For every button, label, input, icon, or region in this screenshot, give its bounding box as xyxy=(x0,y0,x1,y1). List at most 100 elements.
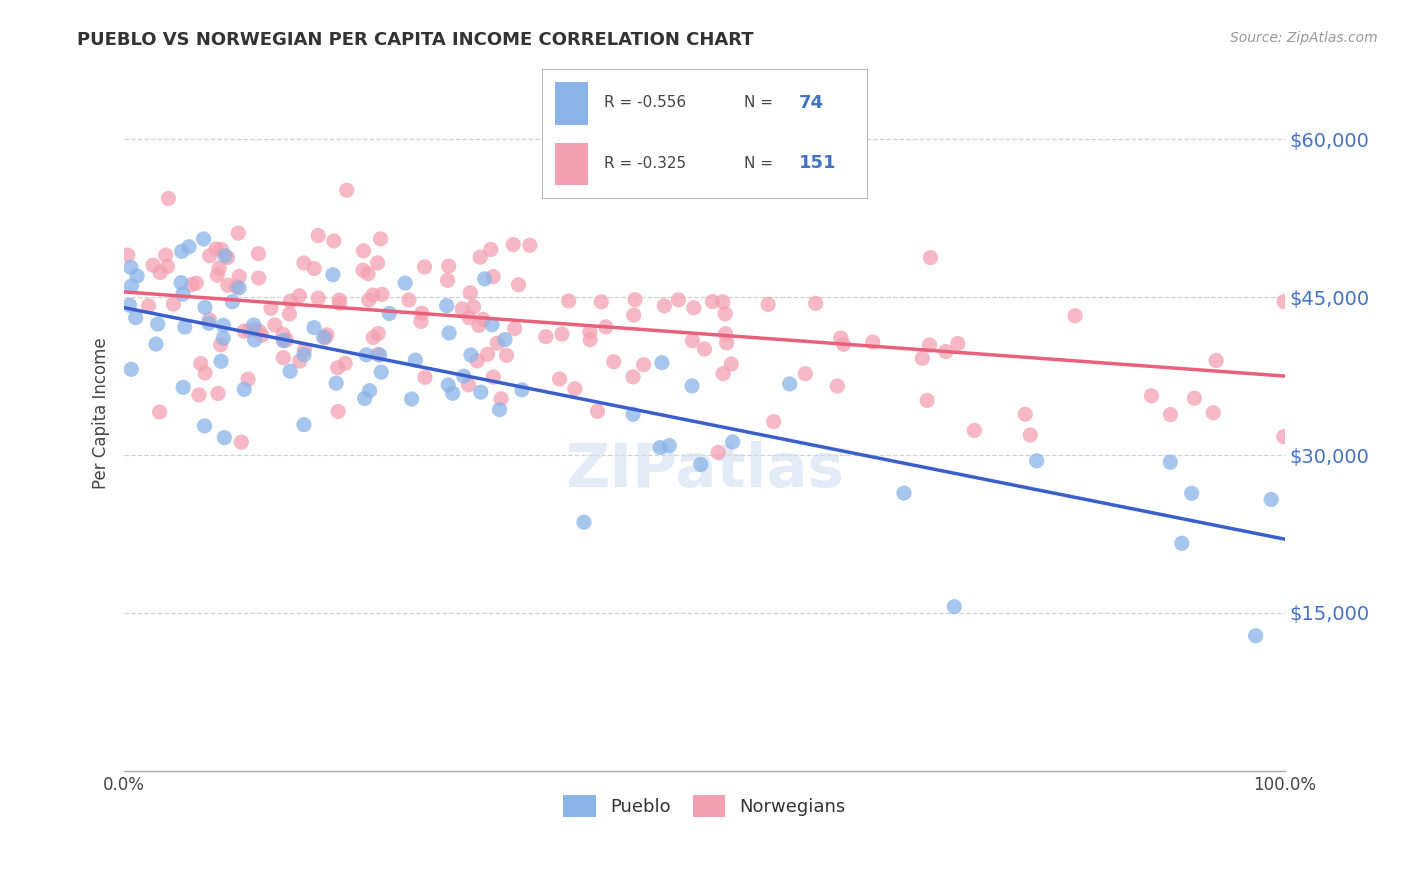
Point xyxy=(482,370,505,384)
Point xyxy=(292,348,315,362)
Point xyxy=(651,356,673,370)
Point xyxy=(436,273,458,287)
Point xyxy=(437,259,460,273)
Point xyxy=(125,310,148,325)
Point xyxy=(548,372,571,386)
Point xyxy=(621,408,644,422)
Point xyxy=(177,240,200,254)
Point xyxy=(633,358,655,372)
Point xyxy=(173,320,195,334)
Point xyxy=(830,331,852,345)
Point xyxy=(510,383,533,397)
Point xyxy=(720,357,742,371)
Point xyxy=(689,458,711,472)
Point xyxy=(238,324,260,338)
Point xyxy=(231,435,253,450)
Point xyxy=(233,324,256,338)
Point xyxy=(779,376,801,391)
Point xyxy=(359,384,381,398)
Point xyxy=(326,360,349,375)
Point xyxy=(117,248,139,262)
Point xyxy=(1014,407,1036,421)
Point xyxy=(591,294,613,309)
Point xyxy=(681,334,703,348)
Point xyxy=(1244,629,1267,643)
Point xyxy=(120,279,142,293)
Point xyxy=(209,338,232,352)
Point xyxy=(551,326,574,341)
Point xyxy=(357,293,380,307)
Point xyxy=(197,316,219,330)
Point xyxy=(361,330,384,344)
Point xyxy=(278,364,301,378)
Point xyxy=(413,260,436,274)
Point xyxy=(564,382,586,396)
Point xyxy=(441,386,464,401)
Point xyxy=(463,300,485,314)
Point xyxy=(322,234,344,248)
Point xyxy=(243,333,266,347)
Point xyxy=(367,326,389,341)
Point xyxy=(654,299,676,313)
Point xyxy=(208,261,231,276)
Point xyxy=(328,404,350,418)
Point xyxy=(245,322,267,336)
Point xyxy=(217,278,239,293)
Point xyxy=(180,277,202,292)
Point xyxy=(1159,455,1181,469)
Point xyxy=(302,261,325,276)
Point xyxy=(193,232,215,246)
Point xyxy=(398,293,420,307)
Point xyxy=(352,244,374,258)
Point xyxy=(228,269,250,284)
Point xyxy=(693,342,716,356)
Point xyxy=(209,243,232,257)
Point xyxy=(460,348,482,362)
Point xyxy=(207,268,229,283)
Point xyxy=(486,336,509,351)
Point xyxy=(118,298,141,312)
Point xyxy=(273,334,295,348)
Point xyxy=(1064,309,1087,323)
Point xyxy=(247,271,270,285)
Point xyxy=(307,291,329,305)
Point xyxy=(236,372,259,386)
Point xyxy=(1171,536,1194,550)
Point xyxy=(357,267,380,281)
Point xyxy=(935,344,957,359)
Point xyxy=(371,287,394,301)
Point xyxy=(804,296,827,310)
Point xyxy=(658,438,681,452)
Point xyxy=(1019,428,1042,442)
Point xyxy=(198,249,221,263)
Point xyxy=(221,294,243,309)
Point xyxy=(278,307,301,321)
Point xyxy=(149,405,172,419)
Point xyxy=(479,243,502,257)
Point xyxy=(621,369,644,384)
Point xyxy=(963,424,986,438)
Point xyxy=(271,351,294,365)
Point xyxy=(156,260,179,274)
Point xyxy=(249,325,271,339)
Point xyxy=(762,415,785,429)
Point xyxy=(681,379,703,393)
Point xyxy=(243,318,266,332)
Text: PUEBLO VS NORWEGIAN PER CAPITA INCOME CORRELATION CHART: PUEBLO VS NORWEGIAN PER CAPITA INCOME CO… xyxy=(77,31,754,49)
Point xyxy=(361,288,384,302)
Point xyxy=(138,299,160,313)
Text: ZIPatlas: ZIPatlas xyxy=(565,441,844,500)
Point xyxy=(186,276,208,290)
Point xyxy=(271,327,294,342)
Point xyxy=(502,237,524,252)
Point xyxy=(378,306,401,320)
Point xyxy=(307,228,329,243)
Point xyxy=(247,246,270,260)
Point xyxy=(893,486,915,500)
Point xyxy=(682,301,704,315)
Point xyxy=(470,385,492,400)
Point xyxy=(329,296,352,310)
Point xyxy=(280,294,302,309)
Point xyxy=(465,354,488,368)
Point xyxy=(623,308,645,322)
